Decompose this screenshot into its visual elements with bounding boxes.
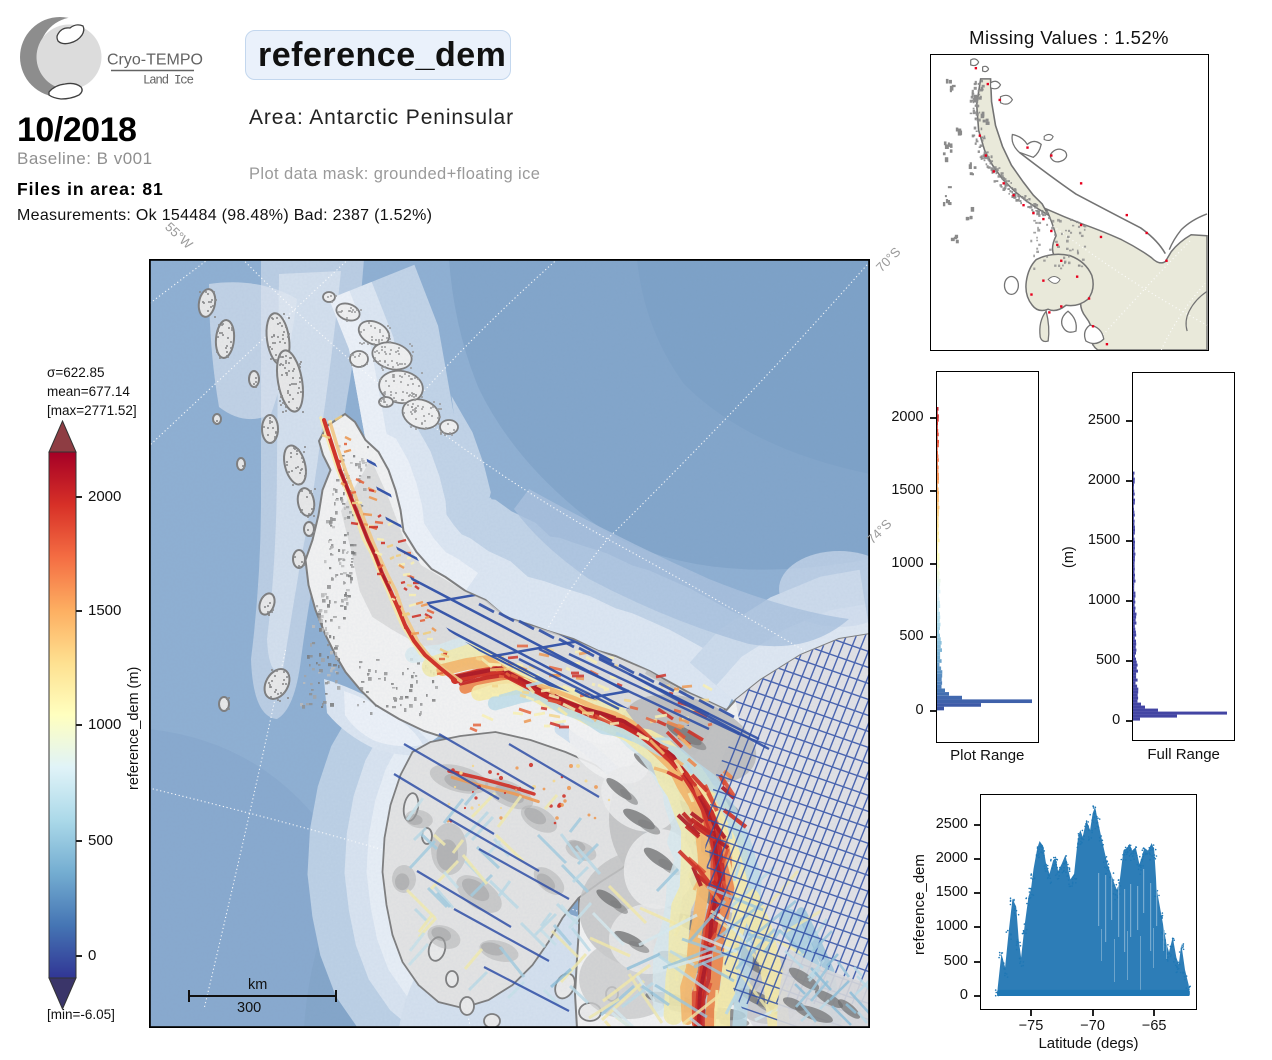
svg-text:300: 300 bbox=[237, 1000, 261, 1016]
svg-text:km: km bbox=[248, 977, 267, 993]
svg-text:Cryo-TEMPO: Cryo-TEMPO bbox=[107, 52, 203, 69]
svg-text:Land Ice: Land Ice bbox=[143, 74, 194, 88]
